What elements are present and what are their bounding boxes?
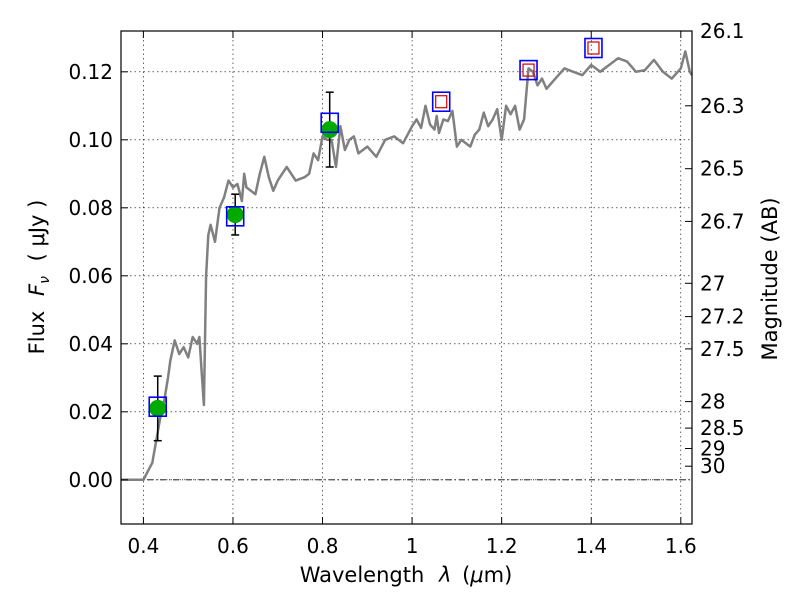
predicted-square-outer <box>431 91 451 113</box>
magnitude-tick-label: 29 <box>700 437 725 461</box>
x-axis-label: Wavelength λ (μm) <box>300 563 513 587</box>
y-axis-label: Flux Fν ( μJy ) <box>25 200 54 355</box>
x-axis-label-mu: μ <box>469 563 483 587</box>
observed-point <box>149 399 167 417</box>
y-tick-label: 0.08 <box>68 196 113 220</box>
y-tick-label: 0.06 <box>68 264 113 288</box>
magnitude-tick-label: 27.5 <box>700 337 745 361</box>
y-axis-label-prefix: Flux <box>25 311 49 355</box>
observed-points <box>149 121 339 417</box>
x-tick-label: 0.6 <box>217 534 249 558</box>
y-tick-label: 0.04 <box>68 332 113 356</box>
magnitude-tick-label: 26.7 <box>700 209 745 233</box>
x-tick-label: 0.8 <box>307 534 339 558</box>
y-tick-label: 0.12 <box>68 60 113 84</box>
y-tick-label: 0.10 <box>68 128 113 152</box>
predicted-square-inner <box>435 95 448 109</box>
magnitude-tick-label: 28.5 <box>700 416 745 440</box>
y-axis-label-unit: ( μJy ) <box>25 200 49 262</box>
magnitude-axis-label: Magnitude (AB) <box>758 197 782 360</box>
predicted-square-inner <box>522 63 535 77</box>
x-tick-label: 1.6 <box>665 534 697 558</box>
model-photometry-square <box>148 396 168 418</box>
x-tick-label: 0.4 <box>127 534 159 558</box>
magnitude-tick-label: 28 <box>700 390 725 414</box>
observed-point <box>321 121 339 139</box>
x-tick-label: 1.2 <box>486 534 518 558</box>
x-tick-label: 1 <box>406 534 419 558</box>
model-photometry-markers <box>148 37 603 418</box>
y-tick-label: 0.02 <box>68 400 113 424</box>
magnitude-tick-label: 26.3 <box>700 94 745 118</box>
model-spectrum <box>121 50 694 482</box>
x-axis-label-unit-close: m) <box>484 563 513 587</box>
magnitude-tick-label: 26.1 <box>700 19 745 43</box>
x-axis-label-lambda: λ <box>438 563 451 587</box>
plot-frame <box>120 30 693 525</box>
magnitude-tick-label: 30 <box>700 454 725 478</box>
observed-point <box>226 206 244 224</box>
magnitude-tick-label: 27.2 <box>700 305 745 329</box>
y-axis-label-subscript: ν <box>37 276 53 284</box>
model-photometry-square <box>320 112 339 134</box>
predicted-square-outer <box>519 59 538 81</box>
predicted-square-inner <box>587 41 600 55</box>
x-axis-label-prefix: Wavelength <box>300 563 425 587</box>
spectrum-line <box>121 50 694 482</box>
x-tick-label: 1.4 <box>575 534 607 558</box>
y-tick-label: 0.00 <box>68 468 113 492</box>
magnitude-tick-label: 27 <box>700 271 725 295</box>
grid-lines <box>121 31 692 524</box>
model-photometry-square <box>225 206 245 227</box>
y-axis-label-symbol: F <box>25 283 49 296</box>
error-bars <box>153 91 334 442</box>
y-axis-ticks: 0.00 0.02 0.04 0.06 0.08 0.10 0.12 <box>68 60 128 492</box>
x-axis-label-unit-open: ( <box>462 563 470 587</box>
axes-frame <box>120 30 693 525</box>
x-axis-ticks: 0.4 0.6 0.8 1 1.2 1.4 1.6 <box>127 31 697 558</box>
magnitude-tick-label: 26.5 <box>700 157 745 181</box>
predicted-square-outer <box>584 37 603 59</box>
